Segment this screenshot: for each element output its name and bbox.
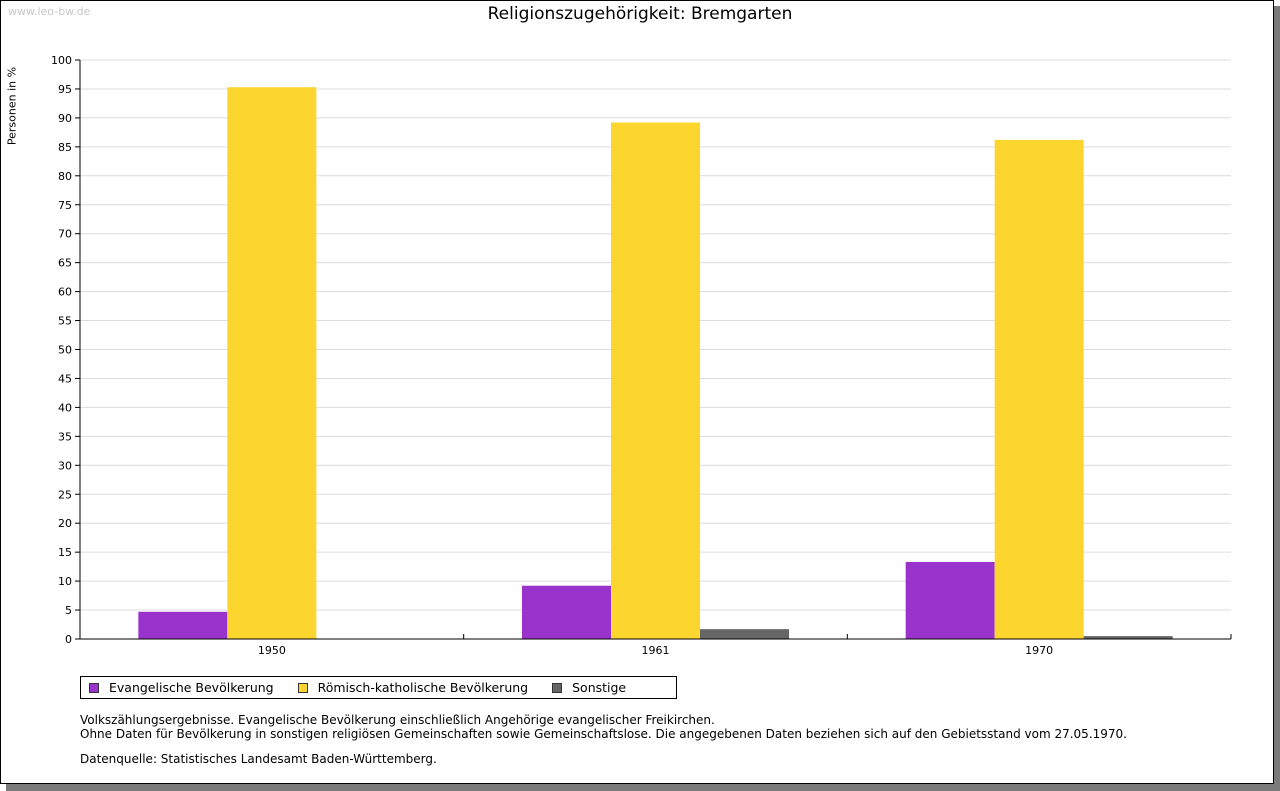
y-tick-label: 45 [58,372,72,385]
y-tick-label: 30 [58,459,72,472]
frame-shadow-bottom [6,784,1280,791]
bar [522,585,611,639]
legend-swatch [297,682,308,693]
y-tick-labels: 0 5 10 15 20 25 30 35 40 45 50 55 60 65 70 75 80 85 90 95 10… [51,54,72,646]
y-tick-label: 80 [58,170,72,183]
legend-swatch [89,682,99,693]
data-source: Datenquelle: Statistisches Landesamt Bad… [80,752,437,766]
x-tick-label: 1970 [1025,644,1053,657]
y-tick-label: 70 [58,228,72,241]
legend: Evangelische Bevölkerung Römisch-katholi… [80,676,677,699]
bar [1083,636,1173,639]
y-tick-label: 15 [58,546,72,559]
axes [75,59,1232,640]
note-line: Ohne Daten für Bevölkerung in sonstigen … [80,727,1127,741]
bars [138,87,1173,640]
y-tick-label: 20 [58,517,72,530]
bar [994,139,1084,640]
bar-chart: 0 5 10 15 20 25 30 35 40 45 50 55 60 65 70 75 80 85 90 95 10… [51,54,1232,657]
y-tick-label: 40 [58,401,72,414]
y-tick-label: 100 [51,54,72,67]
y-tick-label: 65 [58,257,72,270]
y-tick-label: 0 [65,633,72,646]
legend-label: Römisch-katholische Bevölkerung [317,680,529,695]
legend-label: Sonstige [572,680,627,695]
bar [700,629,789,639]
bar [138,611,228,639]
y-tick-label: 95 [58,83,72,96]
y-tick-label: 25 [58,488,72,501]
y-tick-label: 75 [58,199,72,212]
bar [905,561,995,639]
y-tick-label: 10 [58,575,72,588]
x-tick-label: 1950 [258,644,286,657]
watermark: www.leo-bw.de [8,5,91,18]
bar [611,122,700,640]
note-line: Volkszählungsergebnisse. Evangelische Be… [80,713,715,727]
x-tick-labels: 1950 1961 1970 [258,644,1053,657]
y-tick-label: 55 [58,315,72,328]
y-tick-label: 60 [58,286,72,299]
y-tick-label: 90 [58,112,72,125]
y-tick-label: 5 [65,604,72,617]
frame-shadow-right [1274,6,1280,791]
chart-title: Religionszugehörigkeit: Bremgarten [487,4,793,24]
legend-item-evangelisch[interactable]: Evangelische Bevölkerung [89,680,274,695]
x-tick-label: 1961 [642,644,670,657]
y-tick-label: 50 [58,344,72,357]
chart-notes: Volkszählungsergebnisse. Evangelische Be… [80,713,1127,741]
y-tick-label: 85 [58,141,72,154]
y-tick-label: 35 [58,430,72,443]
bar [227,87,317,639]
legend-item-katholisch[interactable]: Römisch-katholische Bevölkerung [297,680,529,695]
legend-label: Evangelische Bevölkerung [109,680,274,695]
legend-swatch [552,682,563,693]
legend-item-sonstige[interactable]: Sonstige [552,680,626,695]
